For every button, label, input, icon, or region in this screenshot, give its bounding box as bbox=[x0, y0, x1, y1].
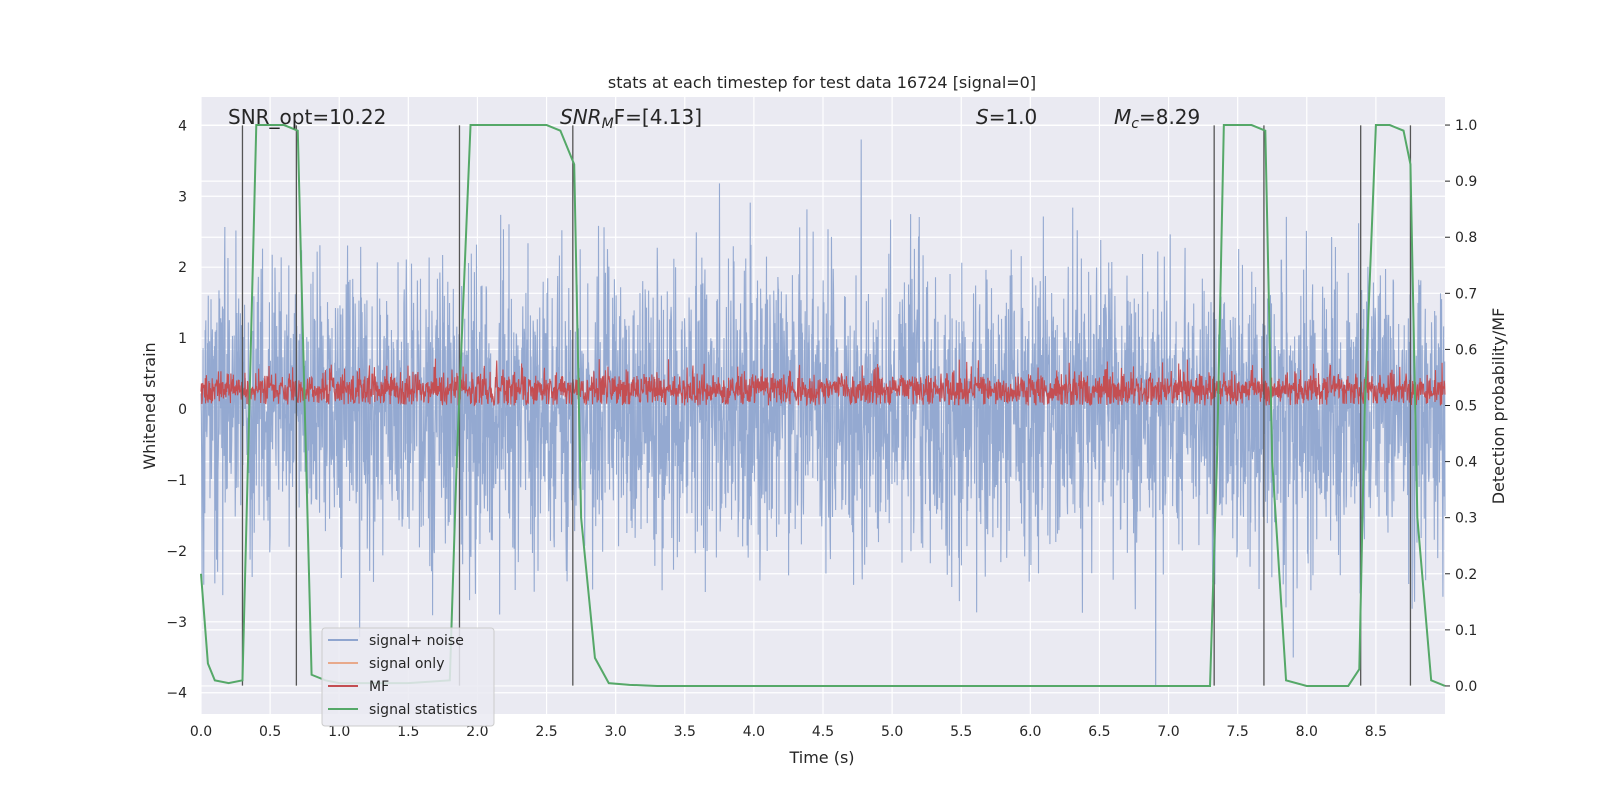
x-axis-ticks: 0.0 0.5 1.0 1.5 2.0 2.5 3.0 3.5 4.0 4.5 5.0 5.5 6.0 6… bbox=[190, 724, 1387, 740]
annotation-mc-value: =8.29 bbox=[1139, 105, 1200, 129]
x-tick-label: 3.5 bbox=[674, 724, 696, 740]
legend: signal+ noise signal only MF signal stat… bbox=[321, 627, 495, 727]
y-right-tick-label: 0.4 bbox=[1455, 455, 1477, 471]
y-tick-label: −2 bbox=[166, 544, 187, 560]
y-right-tick-label: 0.5 bbox=[1455, 399, 1477, 415]
x-tick-label: 4.5 bbox=[812, 724, 834, 740]
x-axis-label: Time (s) bbox=[788, 748, 854, 767]
annotation-snr-opt: SNR_opt=10.22 bbox=[228, 105, 386, 129]
x-tick-label: 6.5 bbox=[1088, 724, 1110, 740]
signal-noise-line bbox=[200, 139, 1446, 686]
signal-noise-series bbox=[200, 139, 1446, 686]
annotation-snr-mf-subscript: M bbox=[602, 116, 614, 132]
y-tick-label: −1 bbox=[166, 473, 187, 489]
annotation-mc-subscript: c bbox=[1131, 116, 1139, 132]
x-tick-label: 7.0 bbox=[1157, 724, 1179, 740]
x-tick-label: 3.0 bbox=[605, 724, 627, 740]
y-tick-label: −4 bbox=[166, 686, 187, 702]
y-right-tick-label: 0.8 bbox=[1455, 230, 1477, 246]
legend-label-signal-only: signal only bbox=[369, 656, 444, 672]
event-lines bbox=[241, 125, 1412, 686]
legend-label-noise: signal+ noise bbox=[369, 633, 464, 649]
x-tick-label: 1.0 bbox=[328, 724, 350, 740]
annotation-mc: Mc=8.29 bbox=[1114, 105, 1200, 132]
x-tick-label: 8.0 bbox=[1296, 724, 1318, 740]
y-tick-label: 4 bbox=[178, 118, 187, 134]
y-tick-label: 0 bbox=[178, 402, 187, 418]
y-right-tick-label: 0.3 bbox=[1455, 511, 1477, 527]
y-tick-label: 2 bbox=[178, 260, 187, 276]
annotation-s: S=1.0 bbox=[976, 105, 1037, 129]
x-tick-label: 4.0 bbox=[743, 724, 765, 740]
y-right-axis-label: Detection probability/MF bbox=[1489, 308, 1508, 505]
annotation-snr-mf-value: F=[4.13] bbox=[614, 105, 702, 129]
y-tick-label: −3 bbox=[166, 615, 187, 631]
x-tick-label: 5.5 bbox=[950, 724, 972, 740]
y-right-axis-ticks: 1.0 0.9 0.8 0.7 0.6 0.5 0.4 0.3 0.2 0.1 0.0 bbox=[1445, 118, 1477, 695]
y-axis-label: Whitened strain bbox=[140, 342, 159, 469]
annotation-s-symbol: S bbox=[976, 105, 989, 129]
annotation-s-value: =1.0 bbox=[989, 105, 1038, 129]
y-right-tick-label: 0.6 bbox=[1455, 342, 1477, 358]
x-tick-label: 1.5 bbox=[397, 724, 419, 740]
x-tick-label: 7.5 bbox=[1227, 724, 1249, 740]
y-right-tick-label: 0.1 bbox=[1455, 623, 1477, 639]
x-tick-label: 0.5 bbox=[259, 724, 281, 740]
y-axis-ticks: 4 3 2 1 0 −1 −2 −3 −4 bbox=[166, 118, 187, 701]
annotation-mc-symbol: M bbox=[1114, 105, 1131, 129]
x-tick-label: 0.0 bbox=[190, 724, 212, 740]
x-tick-label: 8.5 bbox=[1365, 724, 1387, 740]
y-tick-label: 1 bbox=[178, 331, 187, 347]
x-tick-label: 2.5 bbox=[535, 724, 557, 740]
x-tick-label: 5.0 bbox=[881, 724, 903, 740]
chart-title: stats at each timestep for test data 167… bbox=[608, 73, 1036, 92]
y-right-tick-label: 0.7 bbox=[1455, 286, 1477, 302]
y-tick-label: 3 bbox=[178, 189, 187, 205]
legend-label-stat: signal statistics bbox=[369, 702, 477, 718]
x-tick-label: 6.0 bbox=[1019, 724, 1041, 740]
y-right-tick-label: 0.2 bbox=[1455, 567, 1477, 583]
signal-statistics-series bbox=[200, 124, 1446, 687]
mf-line bbox=[200, 358, 1446, 407]
mf-series bbox=[200, 358, 1446, 407]
annotation-snr-mf-symbol: SNR bbox=[560, 105, 602, 129]
y-right-tick-label: 0.0 bbox=[1455, 679, 1477, 695]
legend-box bbox=[321, 627, 495, 727]
annotation-snr-mf: SNRMF=[4.13] bbox=[560, 105, 702, 132]
y-right-tick-label: 1.0 bbox=[1455, 118, 1477, 134]
x-tick-label: 2.0 bbox=[466, 724, 488, 740]
signal-statistics-line bbox=[200, 124, 1446, 687]
y-right-tick-label: 0.9 bbox=[1455, 174, 1477, 190]
legend-label-mf: MF bbox=[369, 679, 389, 695]
